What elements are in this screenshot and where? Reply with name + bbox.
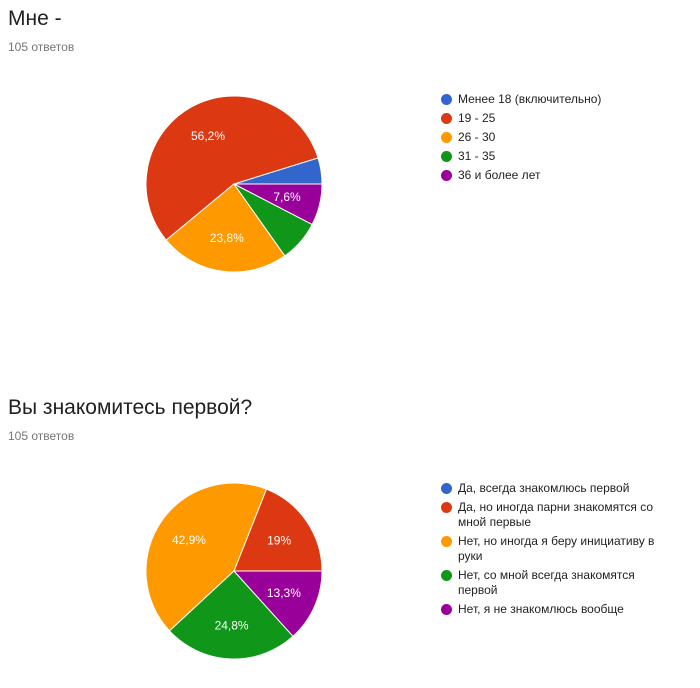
legend-item: Нет, со мной всегда знакомятся первой [441, 568, 671, 598]
slice-data-label: 23,8% [210, 231, 244, 245]
slice-data-label: 7,6% [273, 190, 301, 204]
legend-label: Да, всегда знакомлюсь первой [458, 481, 630, 495]
pie-slice [232, 570, 323, 637]
legend-color-dot [441, 604, 452, 615]
legend-color-dot [441, 151, 452, 162]
response-count: 105 ответов [8, 40, 75, 54]
legend-item: Да, но иногда парни знакомятся со мной п… [441, 500, 671, 530]
legend-color-dot [441, 483, 452, 494]
legend-color-dot [441, 94, 452, 105]
pie-slice [145, 482, 268, 632]
pie-chart: 56,2% 23,8% 7,6% [145, 95, 323, 273]
chart-legend: Да, всегда знакомлюсь первой Да, но иногд… [441, 481, 671, 621]
legend-label: Менее 18 (включительно) [458, 92, 602, 106]
legend-color-dot [441, 113, 452, 124]
legend-label: Нет, я не знакомлюсь вообще [458, 602, 624, 616]
slice-data-label: 13,3% [267, 586, 301, 600]
legend-label: Нет, но иногда я беру инициативу в руки [458, 534, 655, 563]
pie-chart: 19% 42,9% 24,8% 13,3% [145, 482, 323, 660]
legend-label: 19 - 25 [458, 111, 496, 125]
legend-item: Нет, но иногда я беру инициативу в руки [441, 534, 671, 564]
slice-data-label: 42,9% [172, 533, 206, 547]
pie-slice [233, 183, 323, 226]
chart-title: Мне - [8, 7, 62, 30]
legend-item: 31 - 35 [441, 149, 671, 164]
legend-label: Да, но иногда парни знакомятся со мной п… [458, 500, 654, 529]
legend-item: 19 - 25 [441, 111, 671, 126]
legend-color-dot [441, 570, 452, 581]
pie-slice [165, 183, 286, 273]
pie-slice [168, 570, 294, 660]
pie-slice [233, 488, 323, 572]
legend-item: Менее 18 (включительно) [441, 92, 671, 107]
legend-item: Да, всегда знакомлюсь первой [441, 481, 671, 496]
pie-slice [145, 95, 319, 241]
legend-label: 26 - 30 [458, 130, 496, 144]
slice-data-label: 56,2% [191, 129, 225, 143]
legend-label: 31 - 35 [458, 149, 496, 163]
slice-data-label: 19% [267, 533, 291, 547]
legend-color-dot [441, 132, 452, 143]
legend-label: 36 и более лет [458, 168, 541, 182]
legend-item: Нет, я не знакомлюсь вообще [441, 602, 671, 617]
legend-color-dot [441, 536, 452, 547]
legend-item: 36 и более лет [441, 168, 671, 183]
legend-label: Нет, со мной всегда знакомятся первой [458, 568, 635, 597]
chart-title: Вы знакомитесь первой? [8, 396, 253, 419]
chart-legend: Менее 18 (включительно) 19 - 25 26 - 30 31 … [441, 92, 671, 187]
response-count: 105 ответов [8, 429, 75, 443]
legend-color-dot [441, 502, 452, 513]
legend-item: 26 - 30 [441, 130, 671, 145]
chart-section-1: Мне - 105 ответов 56,2% 23,8% 7,6% Менее 1… [8, 7, 671, 273]
slice-data-label: 24,8% [215, 619, 249, 633]
chart-section-2: Вы знакомитесь первой? 105 ответов 19% 42… [0, 385, 700, 688]
legend-color-dot [441, 170, 452, 181]
